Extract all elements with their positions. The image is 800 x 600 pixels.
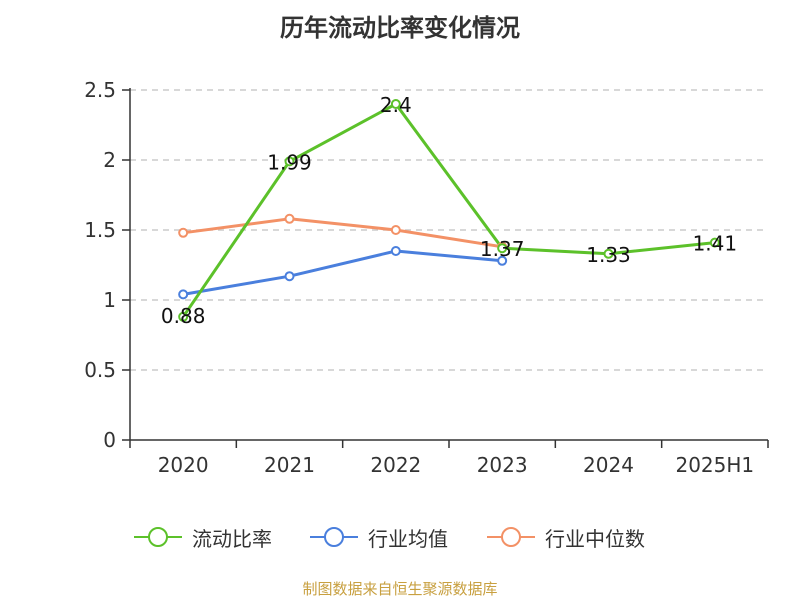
series-line: [182, 249, 503, 296]
x-tick-label: 2025H1: [675, 453, 754, 477]
legend-item-industry-mean[interactable]: 行业均值: [310, 520, 448, 554]
x-tick-label: 2020: [158, 453, 209, 477]
y-tick-label: 0: [103, 428, 116, 452]
data-label: 1.99: [267, 150, 312, 174]
data-point: [178, 311, 189, 322]
data-point: [603, 248, 614, 259]
y-tick-label: 2.5: [84, 78, 116, 102]
data-point: [284, 213, 295, 224]
legend: 流动比率 行业均值 行业中位数: [0, 520, 800, 554]
series-points: [178, 99, 720, 322]
series-lines: [181, 102, 715, 318]
x-tick-label: 2022: [370, 453, 421, 477]
data-point: [284, 271, 295, 282]
data-point: [178, 227, 189, 238]
y-tick-label: 1.5: [84, 218, 116, 242]
legend-item-current-ratio[interactable]: 流动比率: [134, 520, 272, 554]
legend-label-current-ratio: 流动比率: [192, 526, 272, 551]
y-tick-label: 0.5: [84, 358, 116, 382]
data-label: 1.33: [586, 243, 631, 267]
chart-title: 历年流动比率变化情况: [280, 14, 520, 42]
x-tick-label: 2023: [477, 453, 528, 477]
legend-label-industry-mean: 行业均值: [368, 526, 448, 551]
series-line: [182, 217, 503, 249]
data-point: [497, 243, 508, 254]
data-point: [497, 255, 508, 266]
series-line: [181, 102, 715, 318]
legend-item-industry-median[interactable]: 行业中位数: [487, 520, 645, 554]
data-point: [284, 156, 295, 167]
data-label: 2.4: [380, 93, 412, 117]
y-tick-label: 2: [103, 148, 116, 172]
legend-label-industry-median: 行业中位数: [545, 526, 645, 551]
data-point: [390, 99, 401, 109]
legend-marker-industry-mean: [310, 527, 358, 547]
x-tick-label: 2021: [264, 453, 315, 477]
x-tick-label: 2024: [583, 453, 634, 477]
data-point: [709, 237, 720, 248]
data-label: 0.88: [161, 304, 206, 328]
grid-lines: [130, 89, 768, 371]
data-labels: 0.88 1.99 2.4 1.37 1.33 1.41: [161, 93, 737, 328]
legend-marker-industry-median: [487, 527, 535, 547]
data-point: [390, 246, 401, 256]
source-note: 制图数据来自恒生聚源数据库: [302, 580, 498, 598]
data-label: 1.41: [693, 232, 738, 256]
legend-marker-current-ratio: [134, 527, 182, 547]
data-point: [178, 289, 189, 300]
axes: 0 0.5 1 1.5 2 2.5 2020 2021 2022 2023 2024 2025H1: [84, 78, 769, 477]
data-label: 1.37: [480, 237, 525, 261]
data-point: [390, 225, 401, 235]
y-tick-label: 1: [103, 288, 116, 312]
